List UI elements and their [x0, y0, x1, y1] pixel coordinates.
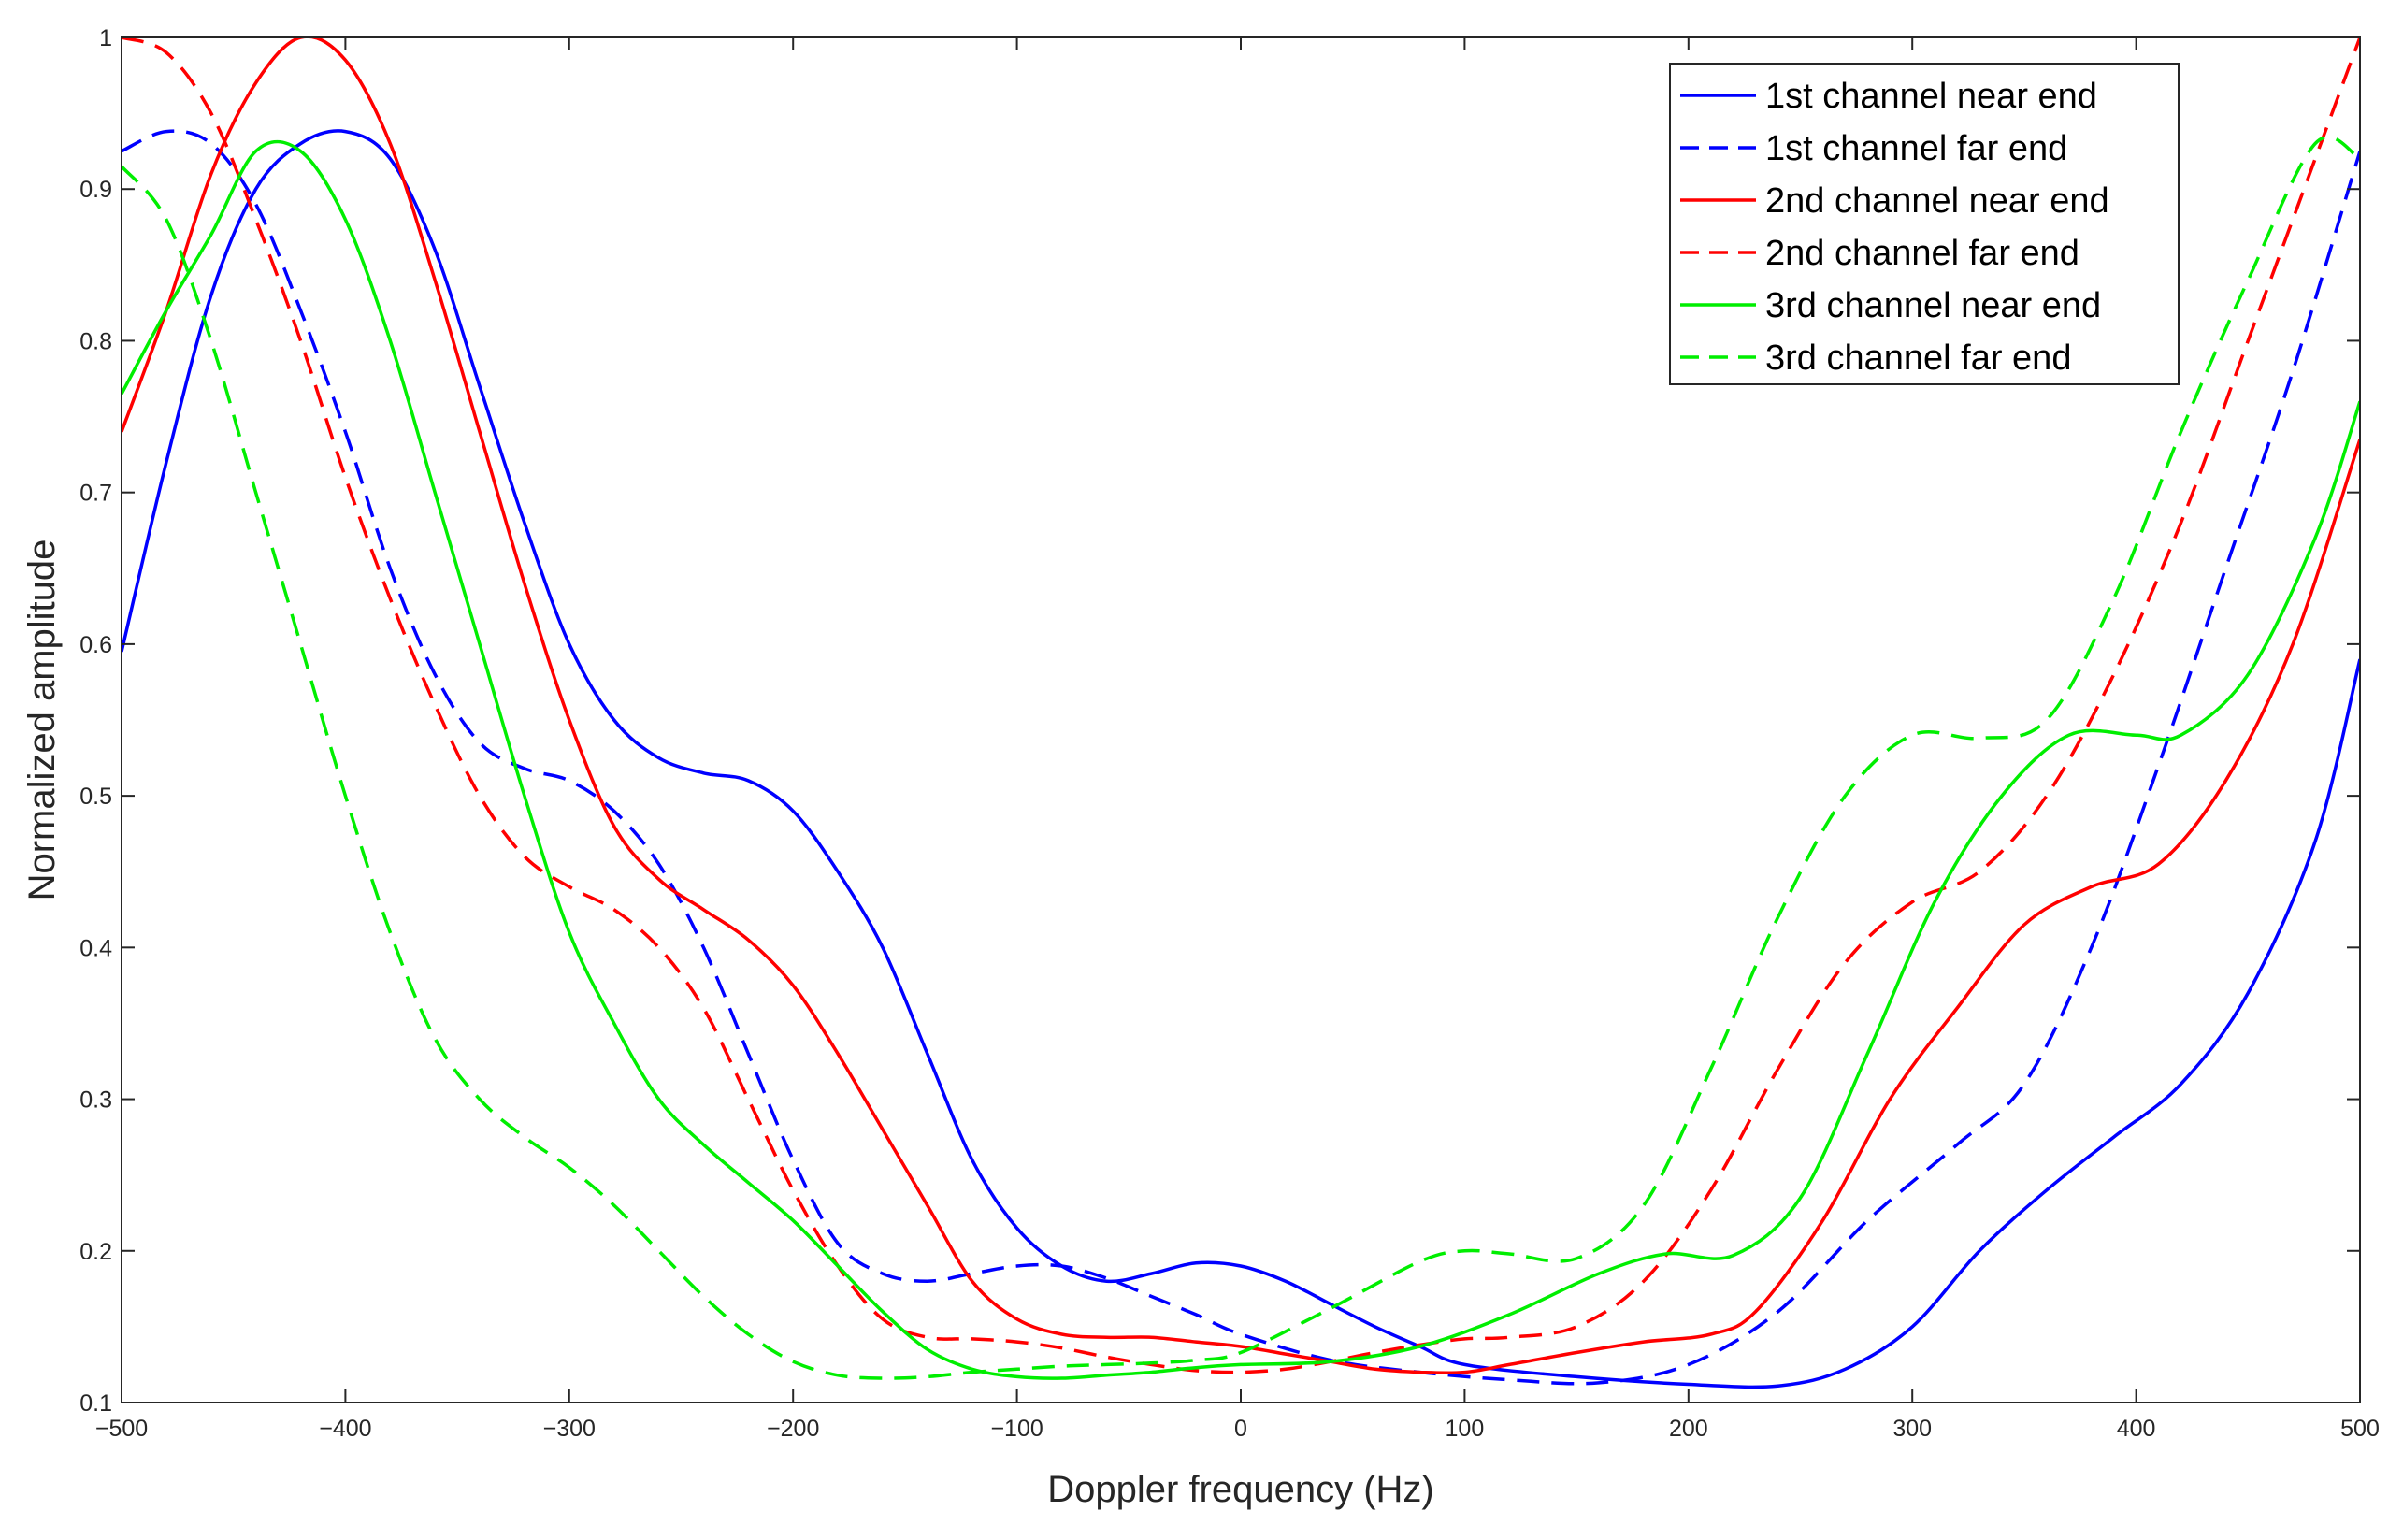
x-tick-label: 500 — [2340, 1416, 2380, 1442]
series-line-2 — [122, 129, 2360, 1386]
series-line-5 — [122, 139, 2360, 1380]
legend-label-5: 3rd channel near end — [1765, 286, 2101, 325]
y-tick-label: 0.3 — [79, 1087, 112, 1114]
legend-label-3: 2nd channel near end — [1765, 181, 2109, 221]
legend-box — [1669, 63, 2180, 385]
x-tick-label: −500 — [95, 1416, 148, 1442]
series-line-4 — [122, 37, 2360, 1374]
legend-label-1: 1st channel near end — [1765, 77, 2097, 116]
series-line-1 — [122, 129, 2360, 1389]
x-tick-label: 0 — [1234, 1416, 1247, 1442]
series-line-6 — [122, 135, 2360, 1380]
y-axis-ticks: 0.1 0.2 0.3 0.4 0.5 0.6 0.7 0.8 0.9 1 — [79, 25, 2360, 1417]
y-tick-label: 0.6 — [79, 632, 112, 658]
y-tick-label: 0.1 — [79, 1390, 112, 1417]
legend-label-4: 2nd channel far end — [1765, 234, 2079, 273]
x-tick-label: −300 — [543, 1416, 596, 1442]
legend: 1st channel near end 1st channel far end 2… — [1669, 63, 2180, 385]
x-tick-label: 100 — [1446, 1416, 1485, 1442]
x-tick-label: 300 — [1892, 1416, 1932, 1442]
legend-label-6: 3rd channel far end — [1765, 338, 2071, 378]
legend-label-2: 1st channel far end — [1765, 129, 2067, 168]
y-tick-label: 0.9 — [79, 177, 112, 203]
y-tick-label: 0.7 — [79, 481, 112, 507]
y-axis-title: Normalized amplitude — [22, 540, 63, 901]
x-tick-label: −400 — [319, 1416, 371, 1442]
series-layer — [122, 37, 2360, 1389]
x-axis-ticks: −500 −400 −300 −200 −100 0 100 200 300 400 500 — [95, 37, 2380, 1442]
x-tick-label: −100 — [990, 1416, 1043, 1442]
y-tick-label: 0.4 — [79, 935, 112, 961]
x-tick-label: −200 — [767, 1416, 819, 1442]
x-axis-title: Doppler frequency (Hz) — [1047, 1469, 1434, 1510]
y-tick-label: 0.2 — [79, 1239, 112, 1265]
x-tick-label: 400 — [2117, 1416, 2156, 1442]
y-tick-label: 0.5 — [79, 784, 112, 810]
series-line-3 — [122, 37, 2360, 1375]
y-tick-label: 1 — [99, 25, 112, 51]
y-tick-label: 0.8 — [79, 328, 112, 354]
x-tick-label: 200 — [1669, 1416, 1708, 1442]
